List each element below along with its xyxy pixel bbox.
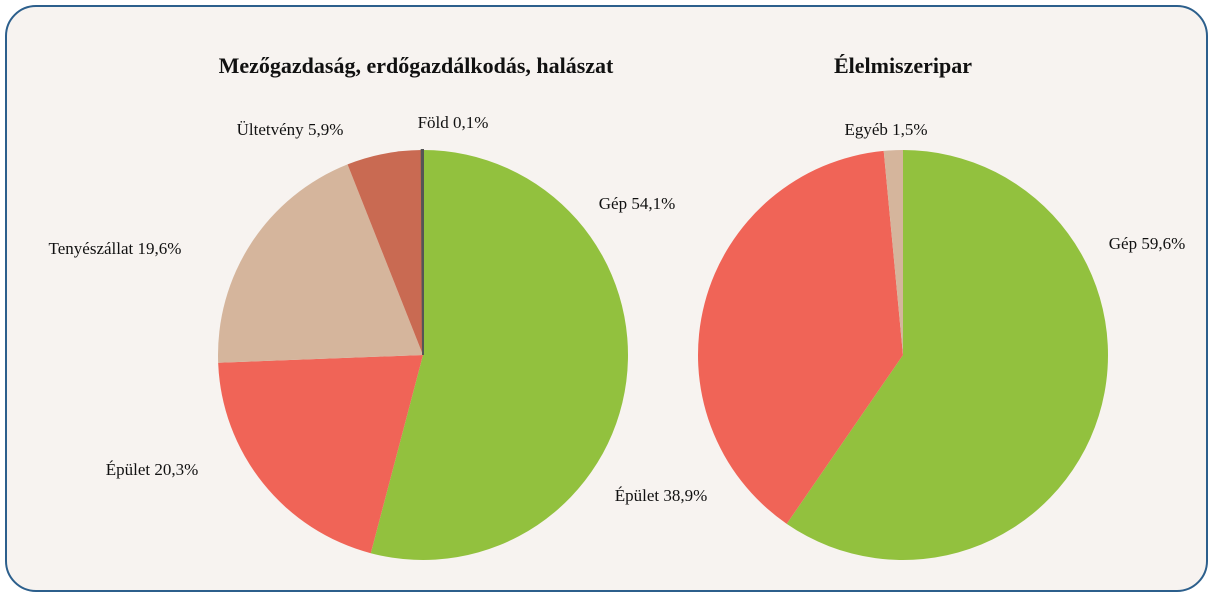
data-label: Épület 20,3% (106, 460, 199, 479)
data-label: Ültetvény 5,9% (237, 120, 344, 139)
label-category: Föld (418, 113, 450, 132)
label-value: 5,9% (308, 120, 343, 139)
data-label: Föld 0,1% (418, 113, 489, 132)
label-value: 19,6% (138, 239, 182, 258)
pie-slice (218, 355, 423, 554)
pie-slice (218, 164, 423, 363)
pie-slice (420, 148, 424, 356)
label-category: Épület (106, 460, 151, 479)
label-category: Épület (615, 486, 660, 505)
chart-title: Mezőgazdaság, erdőgazdálkodás, halászat (219, 53, 614, 78)
label-value: 20,3% (154, 460, 198, 479)
label-category: Egyéb (844, 120, 887, 139)
pie-slice (698, 150, 903, 524)
pie-slice (883, 150, 903, 355)
label-category: Gép (1109, 234, 1137, 253)
chart-title: Élelmiszeripar (834, 53, 972, 78)
data-label: Egyéb 1,5% (844, 120, 927, 139)
label-value: 1,5% (892, 120, 927, 139)
data-label: Épület 38,9% (615, 486, 708, 505)
label-category: Gép (599, 194, 627, 213)
label-category: Ültetvény (237, 120, 305, 139)
pie-slice (347, 150, 423, 355)
data-label: Gép 54,1% (599, 194, 676, 213)
pie-slice (370, 150, 628, 560)
label-category: Tenyészállat (49, 239, 134, 258)
label-value: 0,1% (453, 113, 488, 132)
label-value: 59,6% (1141, 234, 1185, 253)
label-value: 54,1% (631, 194, 675, 213)
data-label: Gép 59,6% (1109, 234, 1186, 253)
pie-slice (786, 150, 1108, 560)
data-label: Tenyészállat 19,6% (49, 239, 182, 258)
label-value: 38,9% (663, 486, 707, 505)
